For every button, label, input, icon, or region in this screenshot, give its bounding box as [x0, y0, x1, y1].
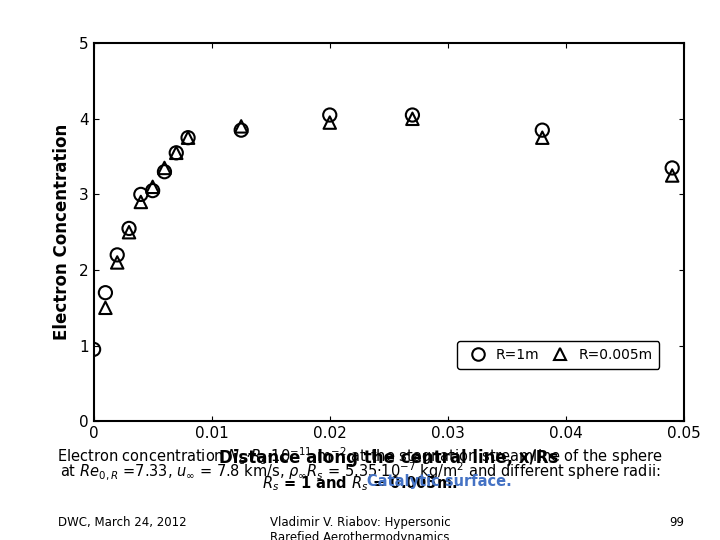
R=1m: [123, 224, 135, 233]
R=0.005m: [99, 303, 111, 312]
R=1m: [171, 148, 182, 157]
R=1m: [536, 126, 548, 134]
R=1m: [667, 164, 678, 172]
R=1m: [182, 133, 194, 142]
R=0.005m: [324, 118, 336, 127]
R=0.005m: [135, 198, 147, 206]
R=0.005m: [407, 114, 418, 123]
R=0.005m: [235, 122, 247, 131]
Text: Vladimir V. Riabov: Hypersonic
Rarefied Aerothermodynamics: Vladimir V. Riabov: Hypersonic Rarefied …: [270, 516, 450, 540]
Y-axis label: Electron Concentration: Electron Concentration: [53, 124, 71, 340]
R=1m: [112, 251, 123, 259]
Legend: R=1m, R=0.005m: R=1m, R=0.005m: [457, 341, 660, 369]
R=0.005m: [536, 133, 548, 142]
R=0.005m: [147, 183, 158, 191]
R=0.005m: [171, 148, 182, 157]
R=1m: [88, 345, 99, 354]
Text: Electron concentration $N_e{\cdot}R_s{\cdot}10^{-11}$ m$^{-2}$ at the stagnation: Electron concentration $N_e{\cdot}R_s{\c…: [57, 446, 663, 467]
Text: $R_s$ = 1 and $R_s$ = 0.005m.: $R_s$ = 1 and $R_s$ = 0.005m.: [261, 474, 459, 493]
R=1m: [147, 186, 158, 195]
R=0.005m: [158, 164, 170, 172]
X-axis label: Distance along the central line, x/Rs: Distance along the central line, x/Rs: [219, 449, 559, 468]
R=1m: [158, 167, 170, 176]
R=0.005m: [112, 258, 123, 267]
R=0.005m: [182, 133, 194, 142]
R=1m: [407, 111, 418, 119]
Text: 99: 99: [669, 516, 684, 529]
R=0.005m: [667, 171, 678, 180]
Text: at $Re_{0,R}$ =7.33, $u_\infty$ = 7.8 km/s, $\rho_\infty R_s$ = 5.35·10$^{-7}$ k: at $Re_{0,R}$ =7.33, $u_\infty$ = 7.8 km…: [60, 460, 660, 482]
R=0.005m: [123, 228, 135, 237]
R=1m: [324, 111, 336, 119]
Text: Catalytic surface.: Catalytic surface.: [208, 474, 512, 489]
R=1m: [235, 126, 247, 134]
Text: DWC, March 24, 2012: DWC, March 24, 2012: [58, 516, 186, 529]
R=1m: [99, 288, 111, 297]
R=1m: [135, 190, 147, 199]
